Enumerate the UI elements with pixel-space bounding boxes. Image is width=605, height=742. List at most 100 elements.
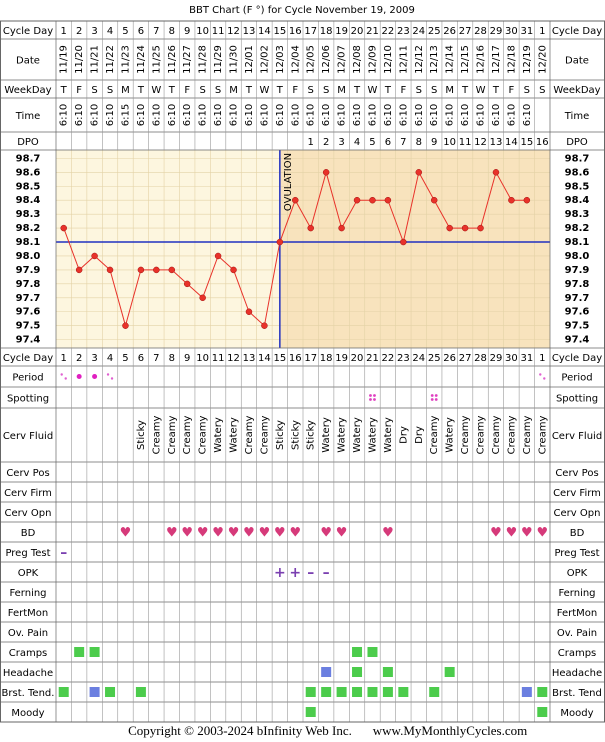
cell-text: 9 xyxy=(431,137,437,148)
symptom-box xyxy=(74,647,85,657)
symptom-box xyxy=(336,687,347,697)
cell-text: 6:10 xyxy=(445,104,456,126)
cell-text: 6:10 xyxy=(491,104,502,126)
temperature-point xyxy=(338,224,345,232)
spotting-dot xyxy=(369,394,372,397)
row-label: Cerv Opn xyxy=(5,508,52,519)
cell-text: 22 xyxy=(382,353,395,364)
y-tick-label: 97.8 xyxy=(16,279,41,290)
y-tick-label: 98.6 xyxy=(16,167,41,178)
cerv-fluid: Creamy xyxy=(476,416,487,455)
cell-text: W xyxy=(476,85,486,96)
cell-text: 17 xyxy=(304,353,317,364)
temperature-point xyxy=(137,266,145,274)
cell-text: T xyxy=(384,85,392,96)
cell-text: 7 xyxy=(400,137,406,148)
spotting-dot xyxy=(434,394,438,397)
symbol: ♥ xyxy=(166,526,178,541)
cell-text: 2 xyxy=(76,353,82,364)
y-tick-label-right: 98.6 xyxy=(565,167,590,178)
symbol: ♥ xyxy=(382,526,394,541)
temperature-point xyxy=(523,196,531,204)
symbol: ♥ xyxy=(120,526,132,541)
symptom-box xyxy=(444,667,455,677)
cerv-fluid: Watery xyxy=(229,417,240,453)
cell-text: 12 xyxy=(227,353,240,364)
cell-text: 12 xyxy=(474,137,487,148)
cell-text: 6:10 xyxy=(476,104,487,126)
period-dot xyxy=(92,374,98,379)
cell-text: 29 xyxy=(490,353,503,364)
cell-text: 24 xyxy=(412,353,425,364)
y-tick-label: 97.5 xyxy=(16,321,41,332)
cell-text: 3 xyxy=(91,353,97,364)
cerv-fluid: Creamy xyxy=(506,416,517,455)
cell-text: 3 xyxy=(91,26,97,37)
symbol: ♥ xyxy=(490,526,502,541)
symbol: ♥ xyxy=(259,526,271,541)
cell-text: 12/16 xyxy=(476,45,487,74)
cell-text: 11/27 xyxy=(182,45,193,74)
temperature-point xyxy=(400,238,407,246)
cerv-fluid: Creamy xyxy=(259,416,270,455)
cell-text: W xyxy=(368,85,378,96)
row-label-right: Cerv Pos xyxy=(555,468,598,479)
y-tick-label-right: 98.1 xyxy=(565,237,590,248)
cell-text: 12/04 xyxy=(290,45,301,74)
cerv-fluid: Sticky xyxy=(290,420,301,450)
cell-text: S xyxy=(431,85,437,96)
row-label: DPO xyxy=(17,137,39,148)
row-label-right: Cycle Day xyxy=(552,26,602,37)
cerv-fluid: Watery xyxy=(445,417,456,453)
cerv-fluid: Watery xyxy=(337,417,348,453)
row-label: Cerv Firm xyxy=(4,488,52,499)
row-label: FertMon xyxy=(8,608,48,619)
cell-text: F xyxy=(292,85,298,96)
cell-text: 16 xyxy=(536,137,549,148)
period-dot xyxy=(64,377,67,380)
row-label: Ov. Pain xyxy=(8,628,48,639)
temperature-point xyxy=(446,224,453,232)
cell-text: 4 xyxy=(354,137,360,148)
cell-text: W xyxy=(259,85,269,96)
cell-text: 12/13 xyxy=(429,45,440,74)
row-label-right: Cerv Firm xyxy=(553,488,601,499)
row-label: Cycle Day xyxy=(3,26,53,37)
cell-text: 27 xyxy=(459,353,472,364)
row-label-right: Preg Test xyxy=(554,548,599,559)
cell-text: 6:10 xyxy=(506,104,517,126)
cell-text: F xyxy=(184,85,190,96)
cell-text: S xyxy=(91,85,97,96)
cell-text: 11 xyxy=(212,26,225,37)
cell-text: 6:10 xyxy=(167,104,178,126)
cell-text: 16 xyxy=(289,353,302,364)
temperature-point xyxy=(492,169,500,176)
symptom-box xyxy=(367,687,378,697)
cell-text: 1 xyxy=(61,353,67,364)
row-label-right: Headache xyxy=(552,668,602,679)
cell-text: S xyxy=(323,85,329,96)
cell-text: 19 xyxy=(335,26,348,37)
symptom-box xyxy=(398,687,409,697)
cell-text: 31 xyxy=(520,26,533,37)
y-tick-label-right: 98.4 xyxy=(565,195,590,206)
row-label-right: Brst. Tend xyxy=(552,688,602,699)
temperature-point xyxy=(75,266,83,274)
symptom-box xyxy=(321,687,332,697)
row-label: Ferning xyxy=(9,588,46,599)
cell-text: T xyxy=(137,85,145,96)
symptom-box xyxy=(305,707,316,717)
chart-title: BBT Chart (F °) for Cycle November 19, 2… xyxy=(189,5,415,16)
cell-text: 22 xyxy=(382,26,395,37)
cerv-fluid: Creamy xyxy=(429,416,440,455)
period-dot xyxy=(539,373,542,376)
spotting-dot xyxy=(373,398,376,401)
cell-text: 12/19 xyxy=(522,45,533,74)
y-tick-label-right: 97.8 xyxy=(565,279,590,290)
cell-text: 11/30 xyxy=(229,45,240,74)
cell-text: 6:10 xyxy=(398,104,409,126)
symptom-box xyxy=(367,647,378,657)
row-label: Spotting xyxy=(7,394,49,405)
cell-text: 6:10 xyxy=(522,104,533,126)
cell-text: 12/09 xyxy=(367,45,378,74)
